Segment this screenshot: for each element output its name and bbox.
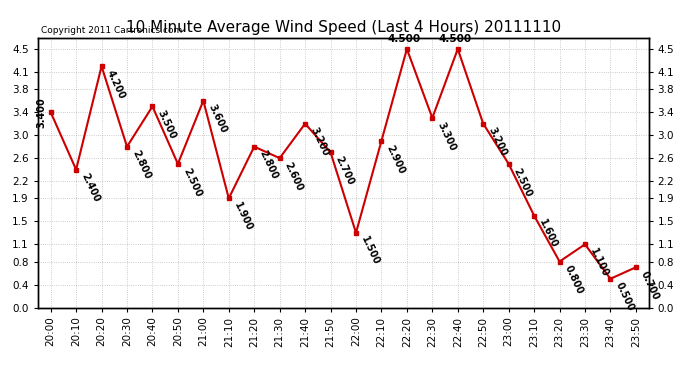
Text: 2.500: 2.500	[512, 166, 534, 198]
Text: 1.500: 1.500	[359, 235, 381, 267]
Text: 2.500: 2.500	[181, 166, 203, 198]
Text: 1.900: 1.900	[232, 201, 254, 233]
Text: 3.500: 3.500	[155, 109, 177, 141]
Text: 4.500: 4.500	[439, 34, 472, 44]
Text: 3.200: 3.200	[308, 126, 331, 158]
Text: 2.800: 2.800	[130, 149, 152, 181]
Text: Copyright 2011 Cartronics.com: Copyright 2011 Cartronics.com	[41, 26, 182, 35]
Text: 0.700: 0.700	[639, 270, 661, 302]
Text: 3.400: 3.400	[37, 97, 47, 128]
Title: 10 Minute Average Wind Speed (Last 4 Hours) 20111110: 10 Minute Average Wind Speed (Last 4 Hou…	[126, 20, 561, 35]
Text: 4.200: 4.200	[105, 69, 127, 100]
Text: 4.500: 4.500	[388, 34, 421, 44]
Text: 2.600: 2.600	[283, 160, 305, 192]
Text: 2.900: 2.900	[384, 143, 406, 175]
Text: 3.300: 3.300	[435, 120, 457, 152]
Text: 2.400: 2.400	[79, 172, 101, 204]
Text: 2.800: 2.800	[257, 149, 279, 181]
Text: 3.200: 3.200	[486, 126, 509, 158]
Text: 0.800: 0.800	[562, 264, 584, 296]
Text: 3.600: 3.600	[206, 103, 228, 135]
Text: 0.500: 0.500	[613, 281, 635, 313]
Text: 1.100: 1.100	[588, 247, 610, 279]
Text: 1.600: 1.600	[537, 218, 559, 250]
Text: 2.700: 2.700	[333, 155, 355, 187]
